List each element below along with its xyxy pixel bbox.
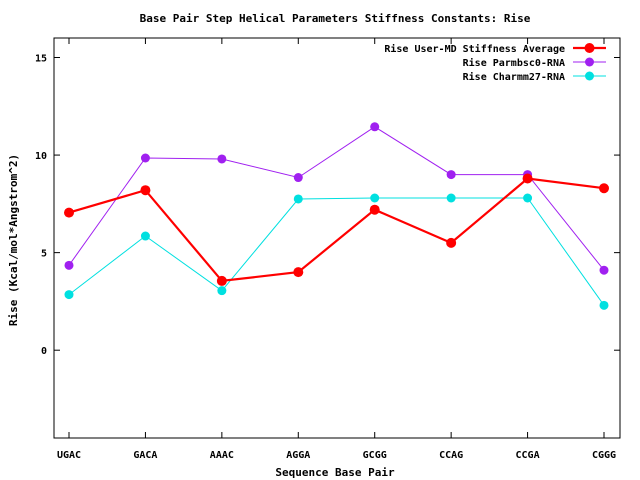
x-tick-label: GCGG [363, 450, 387, 461]
legend-marker [584, 43, 595, 53]
y-tick-label: 0 [41, 346, 47, 357]
data-point [522, 173, 533, 184]
x-tick-label: UGAC [57, 450, 81, 461]
data-point [293, 267, 304, 278]
data-point [293, 194, 303, 204]
x-axis-label: Sequence Base Pair [275, 466, 395, 479]
data-point [140, 153, 150, 163]
data-point [140, 231, 150, 241]
x-tick-label: GACA [133, 450, 157, 461]
data-point [217, 154, 227, 164]
data-point [523, 193, 533, 203]
x-tick-label: AGGA [286, 450, 310, 461]
chart-title: Base Pair Step Helical Parameters Stiffn… [140, 12, 531, 25]
legend-entry-label: Rise User-MD Stiffness Average [384, 43, 565, 55]
x-tick-label: CCAG [439, 450, 463, 461]
data-point [446, 237, 457, 248]
legend-marker [585, 57, 594, 67]
data-point [370, 193, 380, 203]
data-point [446, 193, 456, 203]
x-tick-label: CCGA [516, 450, 540, 461]
series-layer [64, 122, 609, 310]
y-tick-label: 5 [41, 249, 47, 260]
series-2 [64, 193, 609, 310]
legend-entry-label: Rise Charmm27-RNA [463, 71, 565, 83]
axes-layer: 0 5 10 15 UGAC GACA AAAC AGGA GCGG CCAG CCGA CGGG [35, 38, 620, 461]
data-point [64, 290, 74, 300]
legend-layer: Rise User-MD Stiffness Average Rise Parmb… [384, 43, 606, 83]
legend-marker [585, 71, 594, 81]
series-line [68, 126, 605, 271]
data-point [369, 204, 380, 215]
legend-entry-label: Rise Parmbsc0-RNA [463, 57, 565, 69]
series-line [68, 177, 605, 283]
data-point [599, 183, 609, 194]
data-point [446, 170, 456, 180]
data-point [216, 275, 227, 286]
data-point [64, 207, 74, 218]
data-point [599, 300, 609, 310]
series-line [68, 197, 605, 306]
data-point [140, 185, 151, 196]
data-point [64, 260, 74, 270]
data-point [599, 265, 609, 275]
data-point [217, 286, 227, 296]
data-point [370, 122, 380, 132]
x-tick-label: CGGG [592, 450, 616, 461]
y-axis-label: Rise (Kcal/mol*Angstrom^2) [7, 154, 20, 326]
x-tick-label: AAAC [210, 450, 234, 461]
y-tick-label: 15 [35, 54, 47, 65]
plot-frame [53, 37, 621, 439]
series-0 [64, 173, 609, 286]
data-point [293, 173, 303, 183]
y-tick-label: 10 [35, 151, 47, 162]
series-1 [64, 122, 609, 275]
